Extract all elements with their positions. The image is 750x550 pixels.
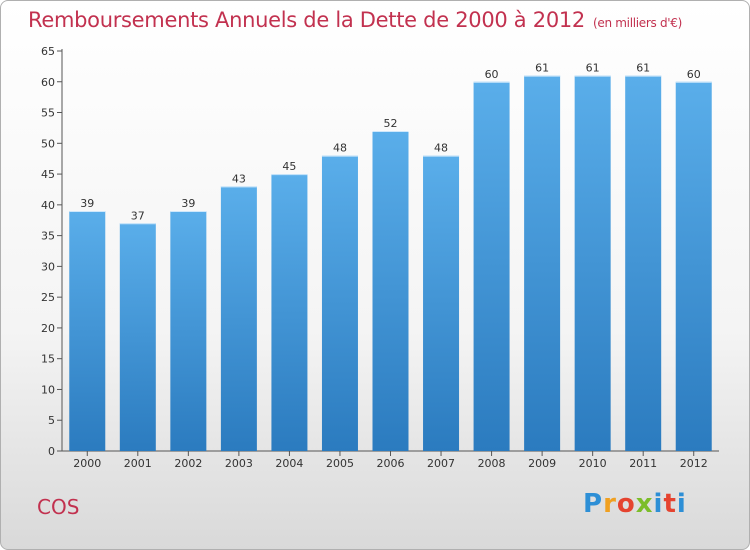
y-tick-label: 10 — [41, 383, 55, 396]
y-tick-label: 20 — [41, 322, 55, 335]
data-label: 61 — [535, 62, 549, 75]
bar-2009 — [524, 75, 561, 451]
x-tick-label: 2000 — [73, 457, 101, 470]
bar-2003 — [220, 186, 257, 451]
data-label: 43 — [232, 172, 246, 185]
y-tick-label: 5 — [48, 414, 55, 427]
y-tick-label: 35 — [41, 230, 55, 243]
bar-2001 — [119, 223, 156, 451]
y-tick-label: 40 — [41, 199, 55, 212]
x-tick-label: 2007 — [427, 457, 455, 470]
data-label: 48 — [333, 142, 347, 155]
x-tick-label: 2010 — [579, 457, 607, 470]
x-tick-label: 2006 — [377, 457, 405, 470]
x-tick-label: 2003 — [225, 457, 253, 470]
x-tick-label: 2009 — [528, 457, 556, 470]
y-tick-label: 55 — [41, 107, 55, 120]
bar-2010 — [574, 75, 611, 451]
chart-unit: (en milliers d'€) — [593, 16, 683, 30]
bar-2002 — [170, 211, 207, 451]
data-label: 61 — [586, 62, 600, 75]
bar-2006 — [372, 131, 409, 451]
bar-2011 — [625, 75, 662, 451]
x-tick-label: 2011 — [629, 457, 657, 470]
y-tick-label: 30 — [41, 260, 55, 273]
x-tick-label: 2002 — [174, 457, 202, 470]
data-label: 61 — [636, 62, 650, 75]
bar-2005 — [321, 155, 358, 451]
y-tick-label: 45 — [41, 168, 55, 181]
bar-2008 — [473, 81, 510, 452]
y-tick-label: 0 — [48, 445, 55, 458]
data-label: 48 — [434, 142, 448, 155]
bar-2004 — [271, 174, 308, 452]
bar-2000 — [69, 211, 106, 451]
chart-axes: 0 5 10 15 20 25 30 35 40 45 50 55 60 65 2000 2001 2002 20… — [41, 45, 719, 470]
y-tick-label: 60 — [41, 76, 55, 89]
data-label: 60 — [687, 68, 701, 81]
bar-2012 — [675, 81, 712, 452]
x-tick-label: 2001 — [124, 457, 152, 470]
chart-bars — [69, 75, 712, 452]
data-label: 39 — [80, 197, 94, 210]
y-tick-label: 65 — [41, 45, 55, 58]
data-label: 52 — [384, 117, 398, 130]
x-tick-label: 2008 — [478, 457, 506, 470]
data-label: 60 — [485, 68, 499, 81]
x-tick-label: 2005 — [326, 457, 354, 470]
chart-title-text: Remboursements Annuels de la Dette de 20… — [28, 8, 585, 32]
chart-title: Remboursements Annuels de la Dette de 20… — [28, 8, 682, 32]
chart-value-labels: 39 37 39 43 45 48 52 48 60 61 61 61 60 — [80, 62, 700, 223]
y-tick-label: 15 — [41, 353, 55, 366]
data-label: 39 — [181, 197, 195, 210]
x-tick-label: 2004 — [275, 457, 303, 470]
x-tick-label: 2012 — [680, 457, 708, 470]
commune-name: COS — [37, 495, 80, 519]
data-label: 37 — [131, 209, 145, 222]
y-tick-label: 25 — [41, 291, 55, 304]
data-label: 45 — [282, 160, 296, 173]
bar-2007 — [423, 155, 460, 451]
proxiti-logo: Proxiti — [583, 489, 687, 519]
y-tick-label: 50 — [41, 137, 55, 150]
